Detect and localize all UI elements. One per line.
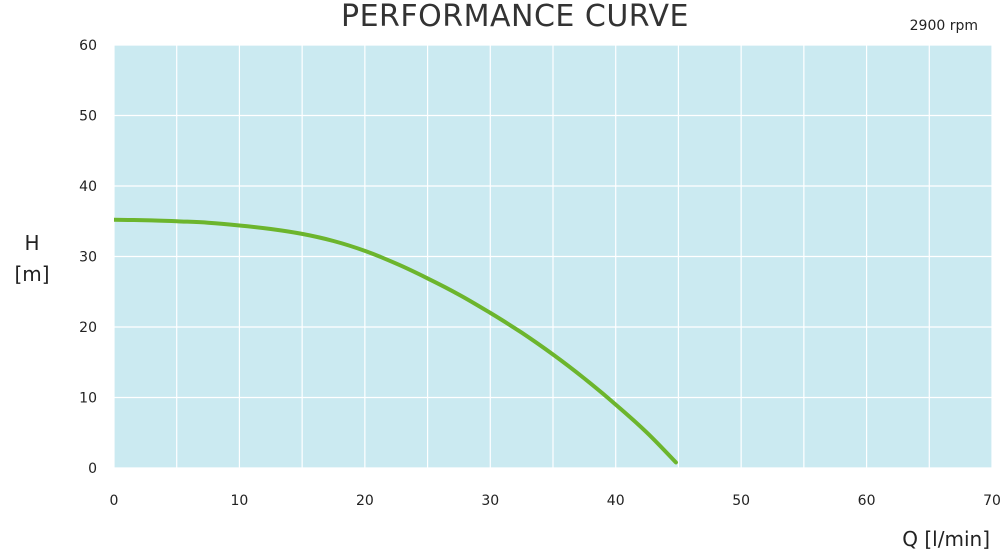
y-tick-label: 30 bbox=[79, 250, 97, 266]
rpm-annotation: 2900 rpm bbox=[910, 18, 978, 34]
x-tick-label: 40 bbox=[607, 493, 625, 509]
x-axis-ticks: 0 10 20 30 40 50 60 70 bbox=[110, 493, 1001, 509]
x-tick-label: 10 bbox=[231, 493, 249, 509]
chart-title: PERFORMANCE CURVE bbox=[341, 0, 689, 34]
series-group bbox=[114, 217, 678, 465]
y-tick-label: 40 bbox=[79, 179, 97, 195]
x-tick-label: 70 bbox=[983, 493, 1001, 509]
x-tick-label: 30 bbox=[481, 493, 499, 509]
x-tick-label: 0 bbox=[110, 493, 119, 509]
x-tick-label: 60 bbox=[858, 493, 876, 509]
y-axis-label-line-1: H bbox=[24, 231, 39, 255]
x-axis-label: Q [l/min] bbox=[902, 527, 990, 551]
y-tick-label: 20 bbox=[79, 320, 97, 336]
performance-curve-line bbox=[114, 217, 678, 465]
y-tick-label: 60 bbox=[79, 38, 97, 54]
y-axis-ticks: 0 10 20 30 40 50 60 bbox=[79, 38, 97, 477]
y-tick-label: 10 bbox=[79, 391, 97, 407]
x-tick-label: 20 bbox=[356, 493, 374, 509]
x-tick-label: 50 bbox=[732, 493, 750, 509]
y-axis-label-line-2: [m] bbox=[14, 262, 49, 286]
y-tick-label: 50 bbox=[79, 109, 97, 125]
grid-lines bbox=[113, 44, 993, 469]
y-tick-label: 0 bbox=[88, 461, 97, 477]
